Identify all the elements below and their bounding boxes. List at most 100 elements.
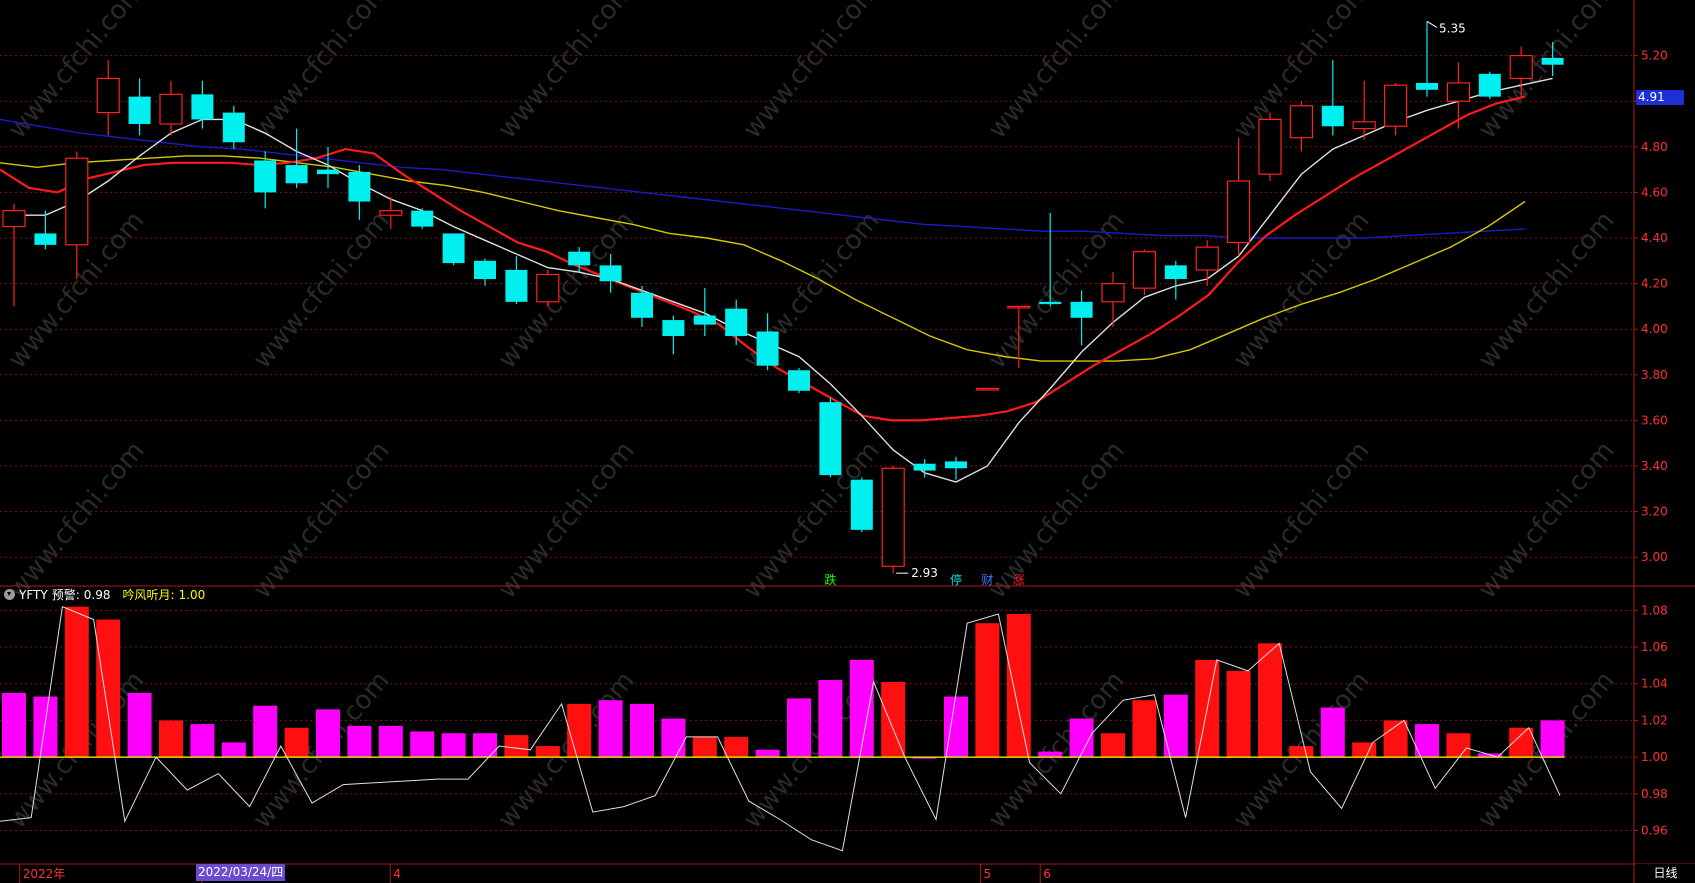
candle bbox=[1258, 112, 1282, 181]
indicator-bar bbox=[975, 623, 1000, 758]
price-labels: 5.35 2.93 bbox=[896, 20, 1466, 580]
candle bbox=[1352, 80, 1376, 140]
watermark-text: www.cfchi.com bbox=[2, 0, 150, 144]
candle bbox=[881, 466, 905, 574]
indicator-bar bbox=[1320, 707, 1345, 758]
indicator-bar bbox=[661, 718, 686, 758]
candle bbox=[1509, 46, 1533, 97]
indicator-bar bbox=[881, 681, 906, 758]
candle-body bbox=[1039, 301, 1062, 305]
grid-lines bbox=[0, 55, 1634, 831]
candle-body bbox=[536, 273, 560, 303]
indicator-field1-value: 0.98 bbox=[83, 587, 111, 602]
candle-body bbox=[1070, 301, 1093, 318]
indicator-bar bbox=[347, 725, 372, 758]
watermark-text: www.cfchi.com bbox=[1472, 436, 1620, 605]
candle-body bbox=[1541, 57, 1564, 65]
indicator-tick-label: 1.06 bbox=[1641, 640, 1668, 654]
candle-body bbox=[474, 260, 496, 280]
indicator-header[interactable]: YFTY 预警: 0.98 吟风听月: 1.00 bbox=[4, 586, 205, 603]
signal-label: 涨 bbox=[1013, 572, 1025, 587]
candle-body bbox=[442, 233, 465, 264]
candle bbox=[348, 165, 371, 220]
signal-labels: 跌停财涨 bbox=[824, 572, 1024, 587]
price-tick-label: 3.60 bbox=[1641, 413, 1668, 427]
candle bbox=[474, 258, 496, 286]
candle-body bbox=[1416, 82, 1438, 90]
candle bbox=[317, 146, 339, 188]
price-tick-label: 4.00 bbox=[1641, 322, 1668, 336]
candlesticks bbox=[2, 21, 1564, 574]
candle-body bbox=[2, 210, 26, 228]
indicator-bar bbox=[504, 735, 529, 758]
candle-body bbox=[788, 370, 810, 391]
indicator-tick-label: 1.02 bbox=[1641, 713, 1668, 727]
price-tick-label: 3.80 bbox=[1641, 368, 1668, 382]
indicator-bar bbox=[1038, 751, 1063, 758]
candle bbox=[1478, 71, 1501, 99]
price-tick-label: 3.20 bbox=[1641, 505, 1668, 519]
candle-body bbox=[1289, 105, 1314, 139]
indicator-bar bbox=[818, 680, 843, 758]
candle bbox=[945, 456, 967, 480]
watermark-layer: www.cfchi.com www.cfchi.com www.cfchi.com w… bbox=[2, 0, 1620, 834]
watermark-text: www.cfchi.com bbox=[247, 206, 395, 375]
candle bbox=[96, 60, 120, 136]
indicator-bar bbox=[692, 736, 717, 758]
low-label: 2.93 bbox=[911, 566, 938, 580]
indicator-bar bbox=[1101, 733, 1125, 758]
candle-body bbox=[725, 308, 748, 337]
collapse-icon[interactable] bbox=[4, 589, 15, 600]
candle bbox=[756, 313, 779, 371]
period-button[interactable]: 日线 bbox=[1636, 864, 1695, 883]
indicator-bar bbox=[473, 733, 497, 758]
indicator-bar bbox=[1226, 670, 1251, 758]
indicator-line bbox=[0, 605, 1561, 852]
indicator-bar bbox=[2, 692, 26, 758]
candle-body bbox=[1132, 251, 1157, 289]
indicator-bar bbox=[598, 700, 623, 758]
candle bbox=[913, 459, 936, 478]
indicator-field1-label: 预警 bbox=[51, 588, 76, 602]
price-tick-label: 5.20 bbox=[1641, 49, 1668, 63]
indicator-bar bbox=[410, 731, 435, 758]
indicator-bar bbox=[630, 703, 654, 758]
price-tick-label: 4.40 bbox=[1641, 231, 1668, 245]
candle bbox=[1007, 305, 1031, 368]
candle bbox=[1446, 62, 1471, 129]
candle bbox=[1101, 272, 1125, 327]
high-label: 5.35 bbox=[1439, 21, 1466, 35]
candle-body bbox=[191, 94, 214, 120]
watermark-text: www.cfchi.com bbox=[247, 436, 395, 605]
indicator-bars bbox=[0, 606, 1565, 759]
candle-body bbox=[348, 171, 371, 202]
candle bbox=[975, 387, 1000, 391]
candle-body bbox=[693, 315, 716, 325]
candle bbox=[1164, 260, 1187, 300]
candle-body bbox=[222, 112, 245, 143]
candle-body bbox=[411, 210, 434, 227]
indicator-line-path bbox=[0, 605, 1561, 852]
candle-body bbox=[975, 387, 1000, 391]
candle-body bbox=[756, 331, 779, 366]
candle-body bbox=[1164, 265, 1187, 280]
indicator-bar bbox=[849, 659, 874, 758]
candle bbox=[788, 367, 810, 394]
candle bbox=[34, 210, 57, 250]
candle bbox=[1383, 82, 1408, 136]
time-label: 2022年 bbox=[23, 867, 66, 881]
candle-body bbox=[96, 77, 120, 114]
candle-body bbox=[254, 160, 277, 193]
candle-body bbox=[505, 269, 528, 302]
candle bbox=[379, 196, 403, 229]
high-pointer bbox=[1426, 20, 1438, 28]
candle bbox=[662, 315, 685, 355]
indicator-bar bbox=[724, 736, 749, 758]
indicator-bar bbox=[1289, 746, 1314, 758]
time-label: 6 bbox=[1043, 867, 1051, 881]
indicator-bar bbox=[96, 619, 121, 758]
ma-yellow-line bbox=[0, 155, 1526, 362]
signal-label: 跌 bbox=[824, 572, 836, 587]
price-tick-label: 4.60 bbox=[1641, 185, 1668, 199]
